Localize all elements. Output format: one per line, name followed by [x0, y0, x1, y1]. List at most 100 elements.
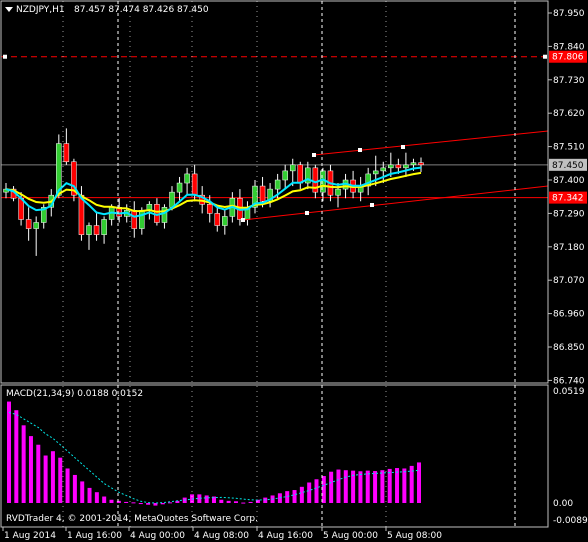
current-price-tag: [549, 158, 587, 171]
macd-histogram-bar: [417, 462, 421, 503]
channel-anchor[interactable]: [305, 211, 309, 215]
bear-candle[interactable]: [206, 204, 213, 214]
bear-candle[interactable]: [418, 162, 424, 166]
price-axis-label: 87.070: [553, 276, 585, 286]
macd-histogram-bar: [175, 500, 180, 503]
bull-candle[interactable]: [410, 162, 417, 166]
macd-histogram-bar: [358, 471, 363, 503]
price-axis-label: 86.960: [553, 310, 585, 320]
macd-histogram-bar: [94, 492, 99, 503]
price-axis-label: 86.850: [553, 343, 585, 353]
macd-histogram-bar: [387, 468, 392, 503]
price-axis-label: 87.400: [553, 176, 585, 186]
price-axis-label: 87.950: [553, 9, 585, 19]
bear-candle[interactable]: [214, 213, 221, 226]
bear-candle[interactable]: [63, 143, 70, 163]
bear-candle[interactable]: [25, 219, 32, 229]
triangle-down-icon[interactable]: [5, 7, 13, 12]
price-axis-label: 87.510: [553, 143, 585, 153]
channel-anchor[interactable]: [370, 203, 374, 207]
channel-lower-line[interactable]: [242, 185, 549, 221]
macd-histogram-bar: [168, 502, 173, 504]
macd-histogram-bar: [160, 503, 165, 505]
macd-histogram-bar: [241, 502, 246, 504]
upper-line-price-tag: [549, 50, 587, 63]
copyright-text: RVDTrader 4, © 2001-2014, MetaQuotes Sof…: [6, 514, 258, 524]
bull-candle[interactable]: [274, 179, 281, 190]
bull-candle[interactable]: [222, 216, 228, 226]
macd-histogram-bar: [263, 497, 268, 503]
macd-histogram-bar: [116, 500, 121, 503]
time-axis-label: 5 Aug 08:00: [387, 531, 442, 541]
channel-anchor[interactable]: [401, 145, 405, 149]
macd-histogram-bar: [21, 425, 26, 503]
bear-candle[interactable]: [259, 185, 266, 202]
channel-anchor[interactable]: [241, 218, 245, 222]
bull-candle[interactable]: [380, 167, 387, 172]
macd-histogram-bar: [138, 503, 143, 505]
macd-histogram-bar: [102, 496, 107, 503]
macd-histogram-bar: [321, 476, 326, 503]
price-axis-label: 87.290: [553, 209, 585, 219]
macd-histogram-bar: [146, 503, 151, 505]
macd-histogram-bar: [255, 499, 260, 503]
bear-candle[interactable]: [93, 225, 100, 235]
macd-histogram-bar: [365, 470, 370, 503]
bull-candle[interactable]: [403, 164, 409, 169]
price-chart-area[interactable]: [1, 54, 549, 256]
channel-upper-line[interactable]: [313, 130, 549, 156]
bull-candle[interactable]: [372, 170, 379, 175]
ohlc-readout: 87.457 87.474 87.426 87.450: [74, 5, 209, 15]
bull-candle[interactable]: [282, 170, 288, 181]
macd-histogram-bar: [204, 495, 209, 503]
macd-histogram-bar: [329, 471, 334, 503]
macd-histogram-bar: [285, 491, 290, 503]
bear-candle[interactable]: [71, 161, 77, 196]
macd-histogram-bar: [65, 468, 70, 503]
macd-histogram-bar: [292, 490, 297, 503]
macd-title: MACD(21,34,9) 0.0188 0.0152: [6, 389, 143, 399]
bear-candle[interactable]: [191, 173, 198, 196]
bear-candle[interactable]: [297, 164, 304, 184]
bull-candle[interactable]: [161, 207, 168, 223]
bull-candle[interactable]: [139, 210, 145, 229]
price-axis-label: 87.730: [553, 76, 585, 86]
bull-candle[interactable]: [169, 191, 175, 208]
price-frame: [0, 0, 549, 384]
time-axis-label: 1 Aug 16:00: [67, 531, 122, 541]
line-anchor: [3, 54, 7, 59]
channel-anchor[interactable]: [358, 148, 362, 152]
bull-candle[interactable]: [289, 164, 296, 172]
bull-candle[interactable]: [33, 222, 39, 229]
time-axis-label: 5 Aug 00:00: [323, 531, 378, 541]
macd-histogram-bar: [58, 457, 63, 503]
macd-indicator-area[interactable]: [7, 401, 421, 506]
macd-histogram-bar: [14, 410, 19, 503]
macd-histogram-bar: [299, 486, 304, 503]
bull-candle[interactable]: [388, 164, 394, 169]
bull-candle[interactable]: [86, 225, 92, 235]
bull-candle[interactable]: [40, 207, 47, 223]
bull-candle[interactable]: [305, 167, 311, 184]
bull-candle[interactable]: [335, 188, 341, 196]
time-axis-label: 4 Aug 08:00: [194, 531, 249, 541]
channel-anchor[interactable]: [312, 153, 316, 157]
time-axis-label: 1 Aug 2014: [4, 531, 56, 541]
bear-candle[interactable]: [312, 167, 319, 193]
macd-histogram-bar: [402, 468, 407, 503]
macd-histogram-bar: [36, 444, 41, 503]
bull-candle[interactable]: [184, 173, 190, 184]
macd-histogram-bar: [226, 500, 231, 503]
macd-histogram-bar: [336, 469, 341, 503]
bull-candle[interactable]: [176, 182, 183, 193]
macd-histogram-bar: [233, 501, 238, 503]
bull-candle[interactable]: [101, 219, 107, 235]
bear-candle[interactable]: [395, 164, 402, 169]
bear-candle[interactable]: [131, 210, 138, 229]
macd-histogram-bar: [153, 503, 158, 506]
macd-histogram-bar: [212, 496, 216, 503]
macd-signal-line: [8, 411, 420, 504]
macd-histogram-bar: [314, 479, 319, 503]
lower-line-price-tag-text: 87.342: [552, 194, 584, 204]
